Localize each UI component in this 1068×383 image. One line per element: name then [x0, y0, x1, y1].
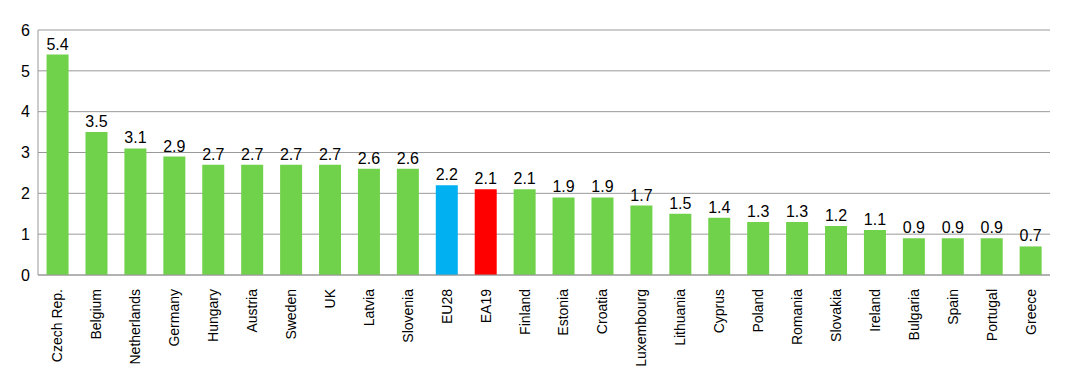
svg-text:1.1: 1.1 — [864, 211, 886, 228]
svg-text:EA19: EA19 — [478, 289, 494, 323]
svg-text:1.2: 1.2 — [825, 207, 847, 224]
svg-text:Belgium: Belgium — [88, 289, 104, 340]
svg-text:4: 4 — [21, 103, 30, 120]
svg-text:Latvia: Latvia — [361, 289, 377, 327]
svg-text:0.9: 0.9 — [903, 219, 925, 236]
svg-text:2.1: 2.1 — [475, 170, 497, 187]
svg-text:1.3: 1.3 — [747, 203, 769, 220]
svg-text:2.2: 2.2 — [436, 166, 458, 183]
svg-text:2.7: 2.7 — [319, 146, 341, 163]
svg-text:0.7: 0.7 — [1020, 227, 1042, 244]
svg-text:Austria: Austria — [244, 289, 260, 333]
svg-text:2.1: 2.1 — [514, 170, 536, 187]
svg-text:UK: UK — [322, 288, 338, 308]
svg-text:Cyprus: Cyprus — [711, 289, 727, 333]
svg-text:1.7: 1.7 — [630, 187, 652, 204]
svg-text:5: 5 — [21, 63, 30, 80]
svg-text:2.6: 2.6 — [397, 150, 419, 167]
svg-text:1.5: 1.5 — [669, 195, 691, 212]
svg-text:Bulgaria: Bulgaria — [906, 289, 922, 341]
svg-text:Netherlands: Netherlands — [127, 289, 143, 365]
svg-text:2: 2 — [21, 185, 30, 202]
svg-text:0.9: 0.9 — [942, 219, 964, 236]
svg-text:0: 0 — [21, 267, 30, 284]
svg-text:Slovakia: Slovakia — [828, 289, 844, 342]
svg-text:5.4: 5.4 — [46, 36, 68, 53]
svg-text:2.9: 2.9 — [163, 138, 185, 155]
svg-text:Greece: Greece — [1023, 289, 1039, 335]
svg-text:3.5: 3.5 — [85, 113, 107, 130]
svg-text:1: 1 — [21, 226, 30, 243]
svg-text:Romania: Romania — [789, 289, 805, 345]
svg-text:3: 3 — [21, 144, 30, 161]
svg-text:Hungary: Hungary — [205, 289, 221, 342]
svg-text:2.6: 2.6 — [358, 150, 380, 167]
svg-text:Luxembourg: Luxembourg — [633, 289, 649, 367]
svg-text:Spain: Spain — [945, 289, 961, 325]
svg-text:EU28: EU28 — [439, 289, 455, 324]
svg-text:Ireland: Ireland — [867, 289, 883, 332]
svg-text:Finland: Finland — [517, 289, 533, 335]
svg-text:2.7: 2.7 — [202, 146, 224, 163]
svg-text:Germany: Germany — [166, 289, 182, 347]
svg-text:0.9: 0.9 — [981, 219, 1003, 236]
svg-text:Portugal: Portugal — [984, 289, 1000, 341]
svg-text:Sweden: Sweden — [283, 289, 299, 340]
svg-text:Croatia: Croatia — [594, 289, 610, 334]
svg-text:Poland: Poland — [750, 289, 766, 333]
svg-text:6: 6 — [21, 22, 30, 39]
svg-text:1.4: 1.4 — [708, 199, 730, 216]
svg-text:Czech Rep.: Czech Rep. — [49, 289, 65, 362]
svg-text:1.9: 1.9 — [552, 178, 574, 195]
svg-text:Estonia: Estonia — [555, 289, 571, 336]
svg-text:1.9: 1.9 — [591, 178, 613, 195]
svg-text:3.1: 3.1 — [124, 129, 146, 146]
svg-text:1.3: 1.3 — [786, 203, 808, 220]
svg-text:2.7: 2.7 — [280, 146, 302, 163]
svg-text:Lithuania: Lithuania — [672, 289, 688, 346]
svg-text:Slovenia: Slovenia — [400, 289, 416, 343]
svg-text:2.7: 2.7 — [241, 146, 263, 163]
